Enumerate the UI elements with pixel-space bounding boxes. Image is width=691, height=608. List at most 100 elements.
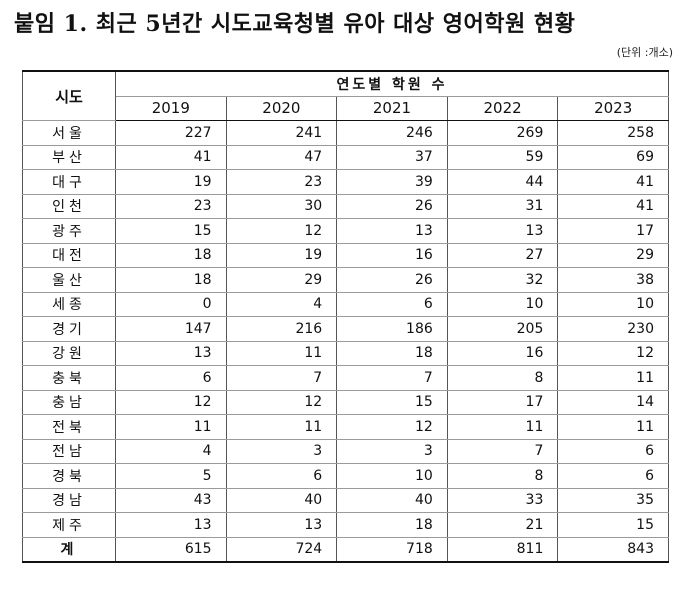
value-cell: 12: [557, 341, 669, 366]
total-label: 계: [22, 536, 116, 563]
total-row: 계 615 724 718 811 843: [22, 536, 669, 563]
region-cell: 제주: [22, 512, 116, 538]
value-cell: 37: [336, 145, 448, 170]
region-column-header: 시도: [22, 70, 116, 121]
value-cell: 41: [115, 145, 227, 170]
value-cell: 8: [446, 463, 559, 489]
region-cell: 서울: [22, 120, 116, 146]
value-cell: 13: [225, 512, 338, 538]
table-row: 광주 15 12 13 13 17: [22, 218, 669, 244]
year-header-2020: 2020: [225, 96, 338, 121]
value-cell: 23: [225, 169, 338, 195]
value-cell: 15: [336, 390, 448, 415]
year-header-2022: 2022: [446, 96, 559, 121]
table-row: 인천 23 30 26 31 41: [22, 194, 669, 219]
total-value-cell: 843: [557, 536, 669, 563]
value-cell: 69: [557, 145, 669, 170]
value-cell: 10: [446, 292, 559, 317]
value-cell: 26: [336, 194, 448, 219]
total-value-cell: 718: [336, 536, 448, 563]
value-cell: 147: [115, 316, 227, 342]
table-row: 전북 11 11 12 11 11: [22, 414, 669, 440]
value-cell: 6: [225, 463, 338, 489]
value-cell: 18: [115, 267, 227, 293]
value-cell: 43: [115, 488, 227, 513]
value-cell: 10: [557, 292, 669, 317]
region-cell: 경기: [22, 316, 116, 342]
value-cell: 41: [557, 169, 669, 195]
value-cell: 269: [446, 120, 559, 146]
value-cell: 21: [446, 512, 559, 538]
table-header-row: 시도 연도별 학원 수: [22, 70, 669, 121]
region-cell: 전남: [22, 439, 116, 464]
value-cell: 6: [557, 439, 669, 464]
table-row: 세종 0 4 6 10 10: [22, 292, 669, 317]
region-cell: 전북: [22, 414, 116, 440]
table-row: 강원 13 11 18 16 12: [22, 341, 669, 366]
table-body: 서울 227 241 246 269 258 부산 41 47 37 59 69 대구 19 23 39 44 4…: [22, 120, 669, 563]
year-header-2019: 2019: [115, 96, 227, 121]
value-cell: 227: [115, 120, 227, 146]
value-cell: 6: [115, 365, 227, 391]
value-cell: 18: [336, 341, 448, 366]
value-cell: 6: [336, 292, 448, 317]
value-cell: 241: [225, 120, 338, 146]
value-cell: 27: [446, 243, 559, 268]
value-cell: 41: [557, 194, 669, 219]
value-cell: 14: [557, 390, 669, 415]
value-cell: 12: [225, 390, 338, 415]
value-cell: 17: [557, 218, 669, 244]
value-cell: 11: [446, 414, 559, 440]
region-cell: 인천: [22, 194, 116, 219]
value-cell: 47: [225, 145, 338, 170]
value-cell: 12: [225, 218, 338, 244]
value-cell: 8: [446, 365, 559, 391]
value-cell: 12: [336, 414, 448, 440]
value-cell: 7: [225, 365, 338, 391]
table-row: 울산 18 29 26 32 38: [22, 267, 669, 293]
value-cell: 18: [336, 512, 448, 538]
value-cell: 216: [225, 316, 338, 342]
region-cell: 강원: [22, 341, 116, 366]
value-cell: 230: [557, 316, 669, 342]
total-value-cell: 811: [446, 536, 559, 563]
value-cell: 17: [446, 390, 559, 415]
value-cell: 18: [115, 243, 227, 268]
total-value-cell: 724: [225, 536, 338, 563]
value-cell: 59: [446, 145, 559, 170]
value-cell: 35: [557, 488, 669, 513]
year-header-2023: 2023: [557, 96, 669, 121]
value-cell: 16: [446, 341, 559, 366]
value-cell: 44: [446, 169, 559, 195]
total-value-cell: 615: [115, 536, 227, 563]
value-cell: 7: [336, 365, 448, 391]
value-cell: 3: [225, 439, 338, 464]
table-row: 전남 4 3 3 7 6: [22, 439, 669, 464]
value-cell: 205: [446, 316, 559, 342]
table-row: 경남 43 40 40 33 35: [22, 488, 669, 513]
region-cell: 세종: [22, 292, 116, 317]
table-row: 충북 6 7 7 8 11: [22, 365, 669, 391]
region-cell: 대구: [22, 169, 116, 195]
value-cell: 12: [115, 390, 227, 415]
value-cell: 40: [225, 488, 338, 513]
region-cell: 대전: [22, 243, 116, 268]
table-row: 부산 41 47 37 59 69: [22, 145, 669, 170]
value-cell: 19: [115, 169, 227, 195]
academy-count-table: 시도 연도별 학원 수 2019 2020 2021 2022 2023 서울 227 24…: [22, 70, 669, 563]
value-cell: 33: [446, 488, 559, 513]
year-group-header: 연도별 학원 수: [115, 70, 669, 97]
region-cell: 부산: [22, 145, 116, 170]
table-row: 제주 13 13 18 21 15: [22, 512, 669, 538]
table-row: 충남 12 12 15 17 14: [22, 390, 669, 415]
value-cell: 186: [336, 316, 448, 342]
table-row: 대전 18 19 16 27 29: [22, 243, 669, 268]
value-cell: 13: [115, 341, 227, 366]
value-cell: 40: [336, 488, 448, 513]
value-cell: 11: [225, 414, 338, 440]
value-cell: 32: [446, 267, 559, 293]
value-cell: 7: [446, 439, 559, 464]
value-cell: 10: [336, 463, 448, 489]
region-cell: 경북: [22, 463, 116, 489]
